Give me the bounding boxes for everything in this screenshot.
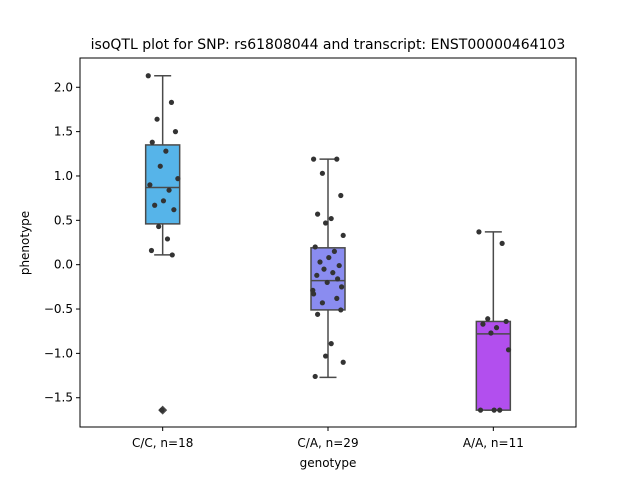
data-point [312,244,318,250]
x-tick-label: C/C, n=18 [132,436,193,450]
data-point [148,247,155,254]
data-point [315,311,321,317]
box-group [144,74,181,415]
data-point [321,266,327,272]
data-point [503,318,509,325]
data-point [169,252,175,258]
y-tick-label: 0.5 [54,213,73,227]
data-point [326,254,332,261]
data-point [336,262,342,269]
data-point [171,207,177,213]
data-point [159,407,165,413]
data-point [505,347,512,353]
data-point [152,202,158,208]
data-point [172,129,179,135]
y-tick-label: 0.0 [54,258,73,272]
data-point [493,325,500,331]
data-point [334,295,340,301]
data-point [163,148,169,154]
data-point [324,279,330,286]
data-point [488,330,494,336]
data-point [311,156,317,162]
x-tick-label: A/A, n=11 [463,436,524,450]
y-tick-label: −1.0 [44,346,73,360]
data-point [166,187,172,193]
data-point [334,156,340,162]
chart-title: isoQTL plot for SNP: rs61808044 and tran… [91,37,566,53]
data-point [317,259,323,265]
data-point [331,248,337,254]
data-point [323,220,329,226]
data-point [340,359,346,365]
data-point [330,270,336,276]
y-tick-label: 1.5 [54,125,73,139]
x-axis-label: genotype [300,456,357,470]
data-point [340,232,346,239]
data-point [156,223,162,230]
y-tick-label: 1.0 [54,169,73,183]
y-axis: −1.5 −1.0 −0.5 0.0 0.5 1.0 1.5 2.0 [44,80,80,405]
data-point [499,240,505,246]
data-point [335,276,341,282]
y-tick-label: 2.0 [54,80,73,94]
data-point [480,321,486,327]
x-tick-label: C/A, n=29 [297,436,358,450]
plot-content [144,73,512,415]
data-point [311,291,317,297]
data-point [147,182,153,188]
data-point [149,139,155,145]
data-point [491,407,497,413]
box [475,320,512,411]
y-axis-label: phenotype [18,211,32,275]
data-point [175,176,181,182]
data-point [328,341,334,347]
data-point [328,215,334,222]
data-point [315,211,321,217]
box-group [310,158,346,379]
y-tick-label: −1.5 [44,391,73,405]
data-point [319,170,325,176]
data-point [338,307,344,313]
data-point [497,407,503,413]
data-point [476,229,482,235]
data-point [312,373,318,380]
data-point [164,236,171,242]
data-point [485,316,491,322]
data-point [339,284,345,290]
data-point [154,116,160,122]
data-point [157,163,163,169]
x-axis: C/C, n=18 C/A, n=29 A/A, n=11 [132,427,524,450]
data-point [477,407,484,413]
data-point [338,192,344,199]
data-point [145,73,151,79]
data-point [323,353,329,359]
data-point [314,272,320,278]
data-point [168,99,175,105]
data-point [160,198,167,204]
y-tick-label: −0.5 [44,302,73,316]
data-point [319,300,325,306]
